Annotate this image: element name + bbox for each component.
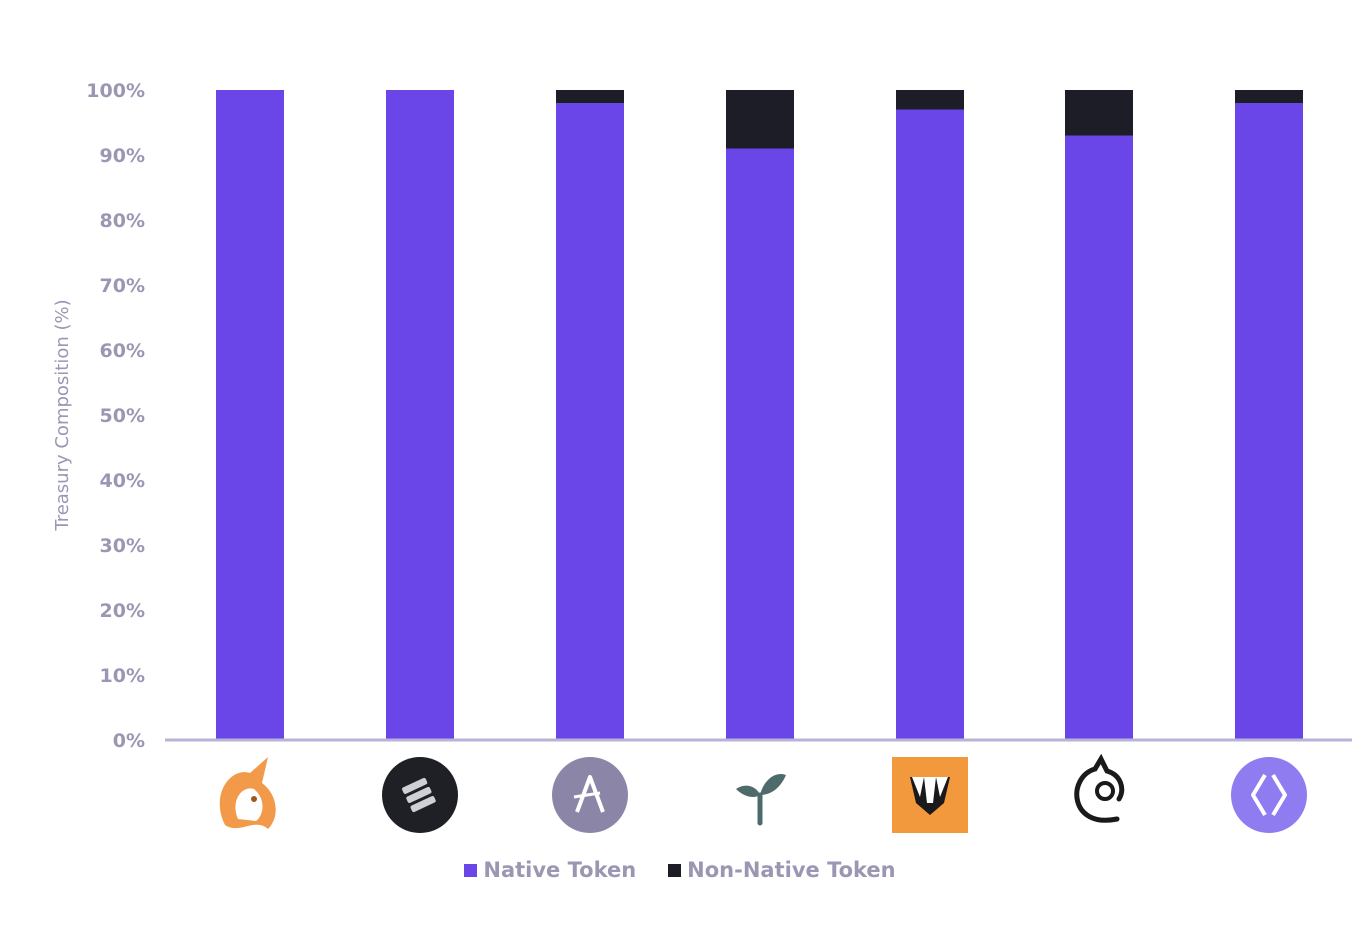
y-axis-label-group: Treasury Composition (%) [52, 299, 73, 531]
sprout-logo-icon [736, 773, 786, 826]
y-tick-label: 100% [86, 80, 145, 102]
legend-swatch-native [464, 863, 478, 877]
bars [216, 90, 1303, 740]
native-token-bar [896, 109, 964, 740]
non-native-token-bar [726, 90, 794, 149]
y-tick-label: 90% [100, 145, 145, 167]
diamond-logo-icon [1231, 757, 1307, 833]
unicorn-logo-icon [219, 757, 276, 829]
non-native-token-bar [556, 90, 624, 103]
non-native-token-bar [1065, 90, 1133, 136]
y-tick-label: 60% [100, 340, 145, 362]
badger-logo-icon [892, 757, 968, 833]
y-tick-label: 10% [100, 665, 145, 687]
y-tick-label: 40% [100, 470, 145, 492]
y-tick-label: 70% [100, 275, 145, 297]
y-tick-label: 0% [113, 730, 145, 752]
non-native-token-bar [1235, 90, 1303, 103]
legend-swatch-non-native [668, 863, 682, 877]
native-token-bar [216, 90, 284, 740]
y-tick-label: 50% [100, 405, 145, 427]
y-tick-label: 80% [100, 210, 145, 232]
legend-label-non-native: Non-Native Token [687, 858, 896, 882]
legend-item-non-native: Non-Native Token [668, 858, 896, 882]
a-letter-logo-icon [552, 757, 628, 833]
y-axis-ticks: 0% 10% 20% 30% 40% 50% 60% 70% 80% 90% 100% [86, 80, 145, 752]
horse-head-logo-icon [1074, 753, 1125, 823]
non-native-token-bar [896, 90, 964, 110]
native-token-bar [1235, 103, 1303, 740]
native-token-bar [1065, 135, 1133, 740]
native-token-bar [386, 90, 454, 740]
legend: Native Token Non-Native Token [0, 858, 1360, 882]
legend-item-native: Native Token [464, 858, 636, 882]
y-axis-label: Treasury Composition (%) [52, 299, 73, 531]
native-token-bar [556, 103, 624, 740]
y-tick-label: 20% [100, 600, 145, 622]
category-logos [219, 753, 1307, 833]
native-token-bar [726, 148, 794, 740]
legend-label-native: Native Token [483, 858, 637, 882]
y-tick-label: 30% [100, 535, 145, 557]
layers-logo-icon [382, 757, 458, 833]
